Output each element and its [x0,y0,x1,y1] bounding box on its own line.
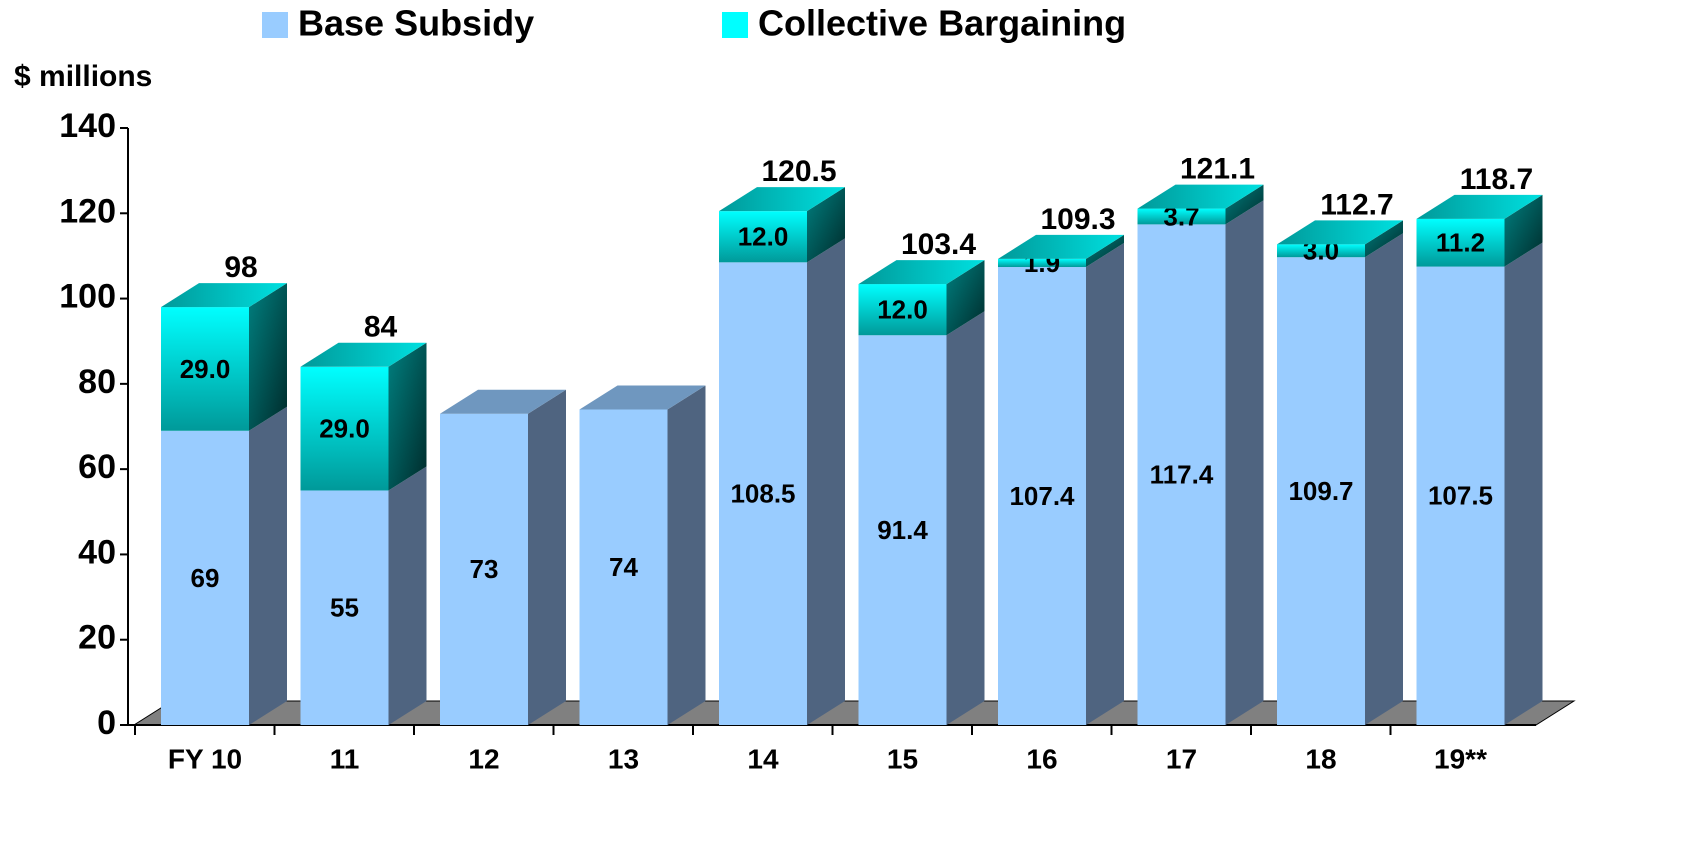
bar-side [249,406,287,725]
bar-top [1416,194,1543,219]
value-label: 29.0 [319,414,370,444]
value-label: 108.5 [730,479,795,509]
bar [440,413,528,725]
value-label: 117.4 [1150,460,1214,490]
bar [858,335,947,725]
bar [719,262,807,725]
bar [719,211,807,263]
total-label: 103.4 [901,228,976,261]
bar-side [807,238,845,725]
bar-side [1225,200,1264,725]
bar [1277,244,1365,258]
bar-side [667,385,706,725]
bar-top [858,260,985,285]
y-tick-label: 120 [59,192,116,230]
total-label: 109.3 [1040,203,1115,236]
legend-label: Collective Bargaining [758,3,1126,44]
total-label: 84 [364,311,398,344]
bar-side [1504,242,1543,725]
value-label: 12.0 [877,295,928,325]
bar-side [388,342,427,491]
y-tick-label: 40 [78,533,116,571]
x-tick-label: FY 10 [168,743,242,774]
bar-side [1365,220,1403,258]
value-label: 91.4 [877,515,928,545]
bar [1277,257,1365,725]
bar [161,430,249,725]
value-label: 107.4 [1009,481,1075,511]
value-label: 12.0 [738,222,789,252]
bar [1137,224,1226,725]
y-tick-label: 0 [97,704,116,742]
x-tick-label: 14 [747,743,779,774]
bar-side [807,187,845,263]
value-label: 73 [470,554,499,584]
bar [579,409,668,725]
bar [300,366,389,491]
bar-side [1365,233,1403,725]
y-tick-label: 140 [59,107,116,145]
value-label: 109.7 [1288,476,1353,506]
legend-swatch [262,12,288,38]
bar [161,307,249,431]
value-label: 55 [330,593,359,623]
bar-side [1504,194,1543,267]
bar-top [161,283,287,308]
bar [998,258,1086,268]
bar-top [440,389,566,414]
bar-top [719,187,845,212]
total-label: 121.1 [1180,153,1255,186]
x-tick-label: 18 [1305,743,1336,774]
x-tick-label: 15 [887,743,918,774]
bar-side [946,260,985,336]
bar [1416,266,1505,725]
bar-top [579,385,706,410]
x-tick-label: 13 [608,743,639,774]
x-tick-label: 12 [468,743,499,774]
bar-side [249,283,287,431]
value-label: 74 [609,552,638,582]
total-label: 118.7 [1460,163,1533,196]
y-tick-label: 80 [78,363,116,401]
bar-side [1086,234,1124,268]
value-label: 11.2 [1436,228,1485,258]
total-label: 98 [224,251,257,284]
y-tick-label: 100 [59,278,116,316]
bar-side [388,466,427,725]
bar-side [1086,243,1124,725]
bar-top [998,234,1124,259]
y-tick-label: 60 [78,448,116,486]
total-label: 120.5 [761,155,836,188]
bar [858,284,947,336]
bar [998,267,1086,725]
x-tick-label: 19** [1434,743,1487,774]
y-axis-label: $ millions [14,60,152,93]
x-tick-label: 17 [1166,743,1197,774]
bar-top [300,342,427,367]
value-label: 107.5 [1428,481,1493,511]
x-tick-label: 16 [1026,743,1057,774]
bar [1416,218,1505,267]
bar-top [1137,184,1264,209]
legend-label: Base Subsidy [298,3,534,44]
total-label: 112.7 [1320,188,1393,221]
value-label: 69 [191,563,220,593]
x-tick-label: 11 [330,743,360,774]
y-tick-label: 20 [78,619,116,657]
bar-top [1277,220,1403,245]
bar-side [528,389,566,725]
bar-side [946,311,985,725]
legend-swatch [722,12,748,38]
value-label: 29.0 [180,354,231,384]
bar-side [1225,184,1264,225]
bar [300,490,389,725]
bar [1137,208,1226,225]
